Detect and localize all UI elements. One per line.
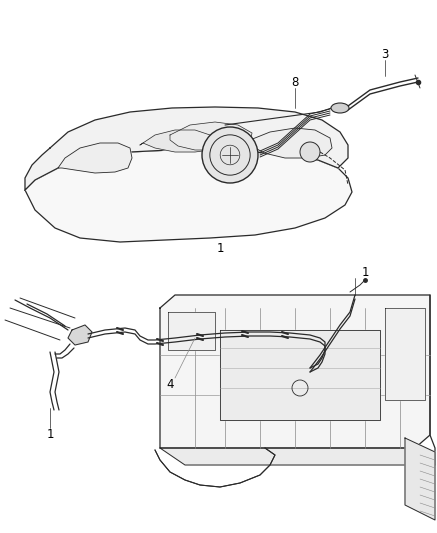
Polygon shape bbox=[25, 150, 352, 242]
Polygon shape bbox=[68, 325, 92, 345]
Circle shape bbox=[300, 142, 320, 162]
Polygon shape bbox=[58, 143, 132, 173]
Text: 1: 1 bbox=[361, 265, 369, 279]
Text: 4: 4 bbox=[166, 378, 174, 392]
Ellipse shape bbox=[331, 103, 349, 113]
Text: 3: 3 bbox=[382, 49, 388, 61]
Polygon shape bbox=[25, 107, 348, 190]
Polygon shape bbox=[220, 330, 380, 420]
Text: 1: 1 bbox=[216, 241, 224, 254]
Circle shape bbox=[202, 127, 258, 183]
Text: 8: 8 bbox=[291, 76, 298, 88]
Polygon shape bbox=[140, 130, 215, 152]
Polygon shape bbox=[160, 448, 435, 465]
Polygon shape bbox=[168, 312, 215, 350]
Polygon shape bbox=[385, 308, 425, 400]
Polygon shape bbox=[170, 122, 252, 150]
Polygon shape bbox=[250, 128, 332, 158]
Polygon shape bbox=[160, 295, 430, 448]
Text: 1: 1 bbox=[46, 429, 54, 441]
Polygon shape bbox=[405, 438, 435, 520]
